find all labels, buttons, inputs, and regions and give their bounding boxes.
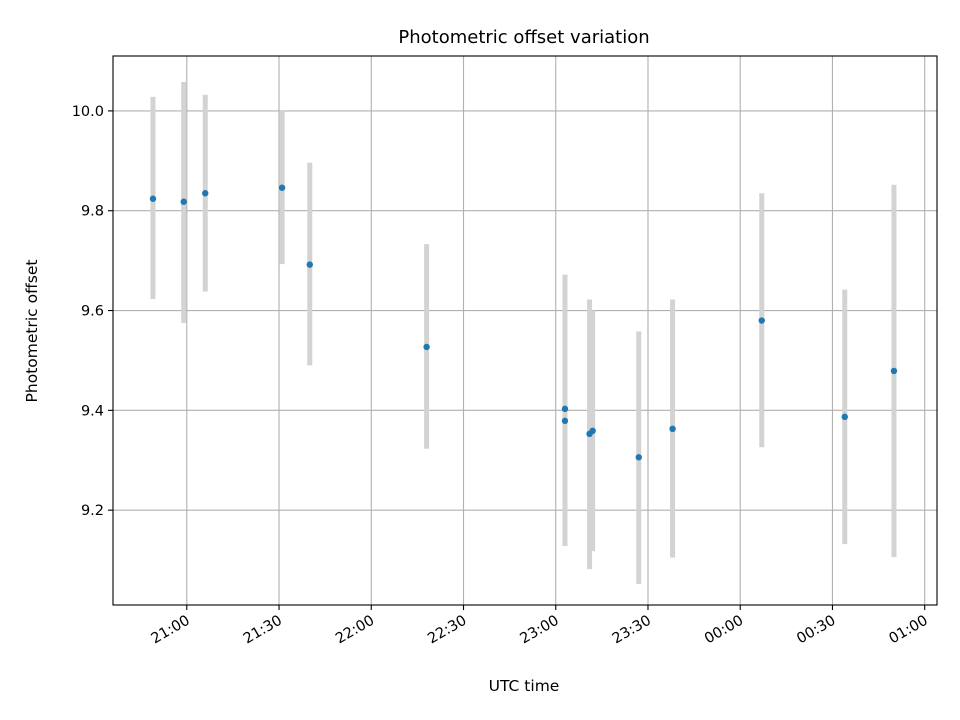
- y-tick-label: 9.6: [81, 304, 104, 320]
- grid-lines: [113, 56, 937, 605]
- data-points: [149, 184, 898, 461]
- data-point: [589, 427, 596, 435]
- data-point: [561, 417, 569, 425]
- x-axis-label: UTC time: [489, 677, 560, 695]
- data-point: [635, 454, 642, 461]
- data-point: [669, 425, 676, 433]
- data-point: [561, 405, 569, 413]
- y-tick-label: 9.4: [81, 403, 104, 419]
- data-point: [758, 317, 765, 324]
- data-point: [149, 195, 157, 202]
- data-point: [180, 198, 187, 205]
- y-axis-label: Photometric offset: [23, 260, 41, 403]
- chart-title: Photometric offset variation: [398, 27, 649, 48]
- data-point: [202, 190, 209, 197]
- y-tick-label: 9.2: [81, 503, 104, 519]
- y-tick-label: 9.8: [81, 204, 104, 220]
- data-point: [423, 343, 430, 351]
- data-point: [306, 261, 313, 268]
- data-point: [841, 413, 848, 421]
- plot-frame: [112, 55, 938, 606]
- y-tick-label: 10.0: [72, 104, 104, 120]
- data-point: [890, 367, 898, 375]
- y-axis-ticks: 9.2 9.4 9.6 9.8 10.0: [72, 104, 113, 519]
- data-point: [278, 184, 286, 191]
